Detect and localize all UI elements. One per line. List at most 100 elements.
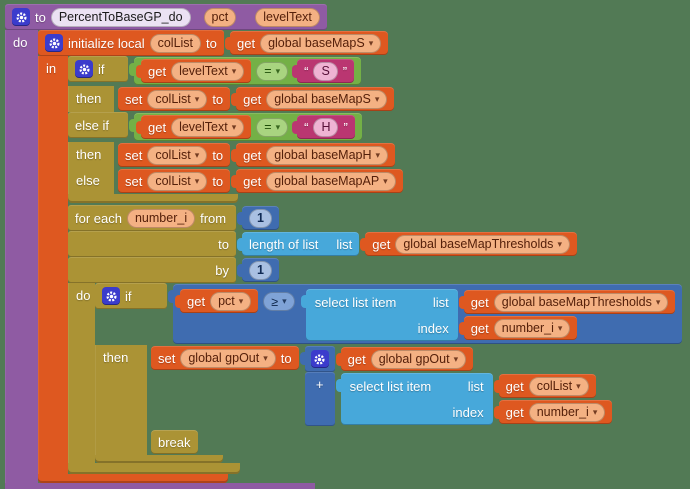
mutator-gear-button[interactable] — [45, 34, 63, 52]
get-block[interactable]: get levelText ▾ — [135, 59, 252, 83]
set-var-dropdown[interactable]: colList ▾ — [147, 171, 208, 191]
initialize-local-block[interactable]: initialize local colList to get global b… — [38, 30, 683, 483]
get-var-dropdown[interactable]: global baseMapH ▾ — [266, 145, 389, 165]
local-var-field[interactable]: colList — [149, 33, 202, 53]
procedure-name-field[interactable]: PercentToBaseGP_do — [50, 7, 191, 27]
text-string-block[interactable]: “ S ” — [292, 59, 355, 83]
length-of-list-label: length of list — [249, 236, 319, 252]
greater-equal-block[interactable]: get pct ▾ ≥ ▾ — [167, 284, 683, 344]
get-var-dropdown[interactable]: global baseMapS ▾ — [260, 33, 382, 53]
then-label: then — [103, 350, 129, 365]
get-block[interactable]: get number_i ▾ — [458, 316, 578, 340]
string-field[interactable]: H — [313, 117, 339, 137]
get-label: get — [148, 119, 167, 135]
get-block[interactable]: get colList ▾ — [493, 374, 596, 398]
chevron-down-icon: ▾ — [231, 65, 237, 76]
equals-block[interactable]: get levelText ▾ = ▾ — [128, 57, 362, 85]
plus-cell: + — [304, 372, 335, 426]
for-each-to-row: to — [68, 231, 236, 257]
string-field[interactable]: S — [313, 61, 338, 81]
mutator-gear-button[interactable] — [75, 60, 93, 78]
set-var-dropdown[interactable]: colList ▾ — [147, 145, 208, 165]
if-header[interactable]: if — [68, 56, 128, 82]
inner-if-header[interactable]: if — [95, 283, 167, 309]
param-pct-field[interactable]: pct — [203, 7, 237, 27]
mutator-gear-button[interactable] — [310, 350, 329, 368]
set-block[interactable]: set global gpOut ▾ to — [151, 346, 299, 370]
get-var-dropdown[interactable]: levelText ▾ — [171, 61, 245, 81]
mutator-gear-button[interactable] — [102, 287, 120, 305]
do-label: do — [13, 35, 28, 50]
if-else-block[interactable]: if get levelText ▾ — [68, 56, 403, 203]
get-block[interactable]: get global baseMapH ▾ — [231, 143, 396, 167]
break-block[interactable]: break — [151, 430, 198, 454]
chevron-down-icon: ▾ — [263, 352, 268, 363]
set-block[interactable]: set colList ▾ to — [118, 87, 231, 111]
get-block[interactable]: get global baseMapS ▾ — [231, 87, 395, 111]
chevron-down-icon: ▾ — [282, 296, 287, 306]
get-block[interactable]: get levelText ▾ — [135, 115, 252, 139]
get-block[interactable]: get pct ▾ — [174, 289, 259, 313]
procedure-block[interactable]: to PercentToBaseGP_do pct levelText do — [5, 4, 690, 489]
else-label: else — [76, 173, 100, 188]
addition-gear-cell — [304, 346, 335, 372]
to-label: to — [212, 147, 224, 163]
addition-block[interactable]: get global gpOut ▾ — [299, 346, 613, 426]
number-field[interactable]: 1 — [249, 208, 272, 228]
list-label: list — [336, 236, 353, 252]
block-bottom-edge — [68, 463, 240, 474]
inner-if-block[interactable]: if get pct ▾ — [95, 283, 683, 463]
get-block[interactable]: get global baseMapS ▾ — [224, 31, 389, 55]
get-var-dropdown[interactable]: global baseMapThresholds ▾ — [395, 234, 570, 254]
param-leveltext-field[interactable]: levelText — [255, 7, 320, 27]
set-var-dropdown[interactable]: global gpOut ▾ — [180, 348, 276, 368]
operator-dropdown[interactable]: ≥ ▾ — [263, 292, 295, 311]
set-label: set — [125, 173, 143, 189]
get-var-dropdown[interactable]: number_i ▾ — [528, 402, 606, 422]
number-field[interactable]: 1 — [249, 260, 272, 280]
get-block[interactable]: get global baseMapThresholds ▾ — [458, 290, 676, 314]
get-var-dropdown[interactable]: levelText ▾ — [171, 117, 245, 137]
do-label: do — [76, 288, 91, 303]
list-label: list — [432, 294, 449, 310]
get-label: get — [505, 378, 524, 394]
set-block[interactable]: set colList ▾ to — [118, 143, 231, 167]
get-block[interactable]: get global baseMapAP ▾ — [231, 169, 403, 193]
text-string-block[interactable]: “ H ” — [292, 115, 355, 139]
then-label: then — [76, 91, 102, 106]
chevron-down-icon: ▾ — [194, 175, 200, 186]
then-spine: then — [95, 345, 147, 455]
number-block[interactable]: 1 — [237, 206, 279, 230]
set-block[interactable]: set colList ▾ to — [118, 169, 231, 193]
for-each-header[interactable]: for each number_i from — [68, 205, 236, 231]
get-var-dropdown[interactable]: global baseMapS ▾ — [266, 89, 388, 109]
number-block[interactable]: 1 — [237, 258, 279, 282]
initialize-local-header[interactable]: initialize local colList to — [38, 30, 224, 56]
get-var-dropdown[interactable]: global gpOut ▾ — [370, 349, 467, 369]
operator-dropdown[interactable]: = ▾ — [256, 61, 289, 81]
get-var-dropdown[interactable]: global baseMapThresholds ▾ — [493, 292, 669, 312]
get-block[interactable]: get global baseMapThresholds ▾ — [360, 232, 577, 256]
get-block[interactable]: get number_i ▾ — [493, 400, 613, 424]
break-label: break — [158, 434, 191, 450]
chevron-down-icon: ▾ — [275, 65, 281, 76]
get-block[interactable]: get global gpOut ▾ — [335, 347, 474, 371]
mutator-gear-button[interactable] — [12, 8, 30, 26]
select-list-item-block[interactable]: select list item list index — [300, 289, 676, 341]
get-var-dropdown[interactable]: global baseMapAP ▾ — [266, 171, 396, 191]
loop-var-field[interactable]: number_i — [126, 208, 196, 228]
set-label: set — [125, 91, 143, 107]
to-label: to — [212, 91, 224, 107]
get-var-dropdown[interactable]: pct ▾ — [210, 291, 252, 311]
for-each-block[interactable]: for each number_i from 1 — [68, 205, 683, 474]
chevron-down-icon: ▾ — [368, 37, 374, 48]
set-var-dropdown[interactable]: colList ▾ — [147, 89, 208, 109]
select-list-item-block[interactable]: select list item list — [335, 373, 613, 425]
operator-dropdown[interactable]: = ▾ — [256, 117, 289, 137]
procedure-header[interactable]: to PercentToBaseGP_do pct levelText — [5, 4, 327, 30]
equals-block[interactable]: get levelText ▾ = ▾ — [129, 113, 362, 141]
get-var-dropdown[interactable]: colList ▾ — [528, 376, 589, 396]
get-var-dropdown[interactable]: number_i ▾ — [493, 318, 571, 338]
length-of-list-block[interactable]: length of list list — [236, 232, 360, 256]
